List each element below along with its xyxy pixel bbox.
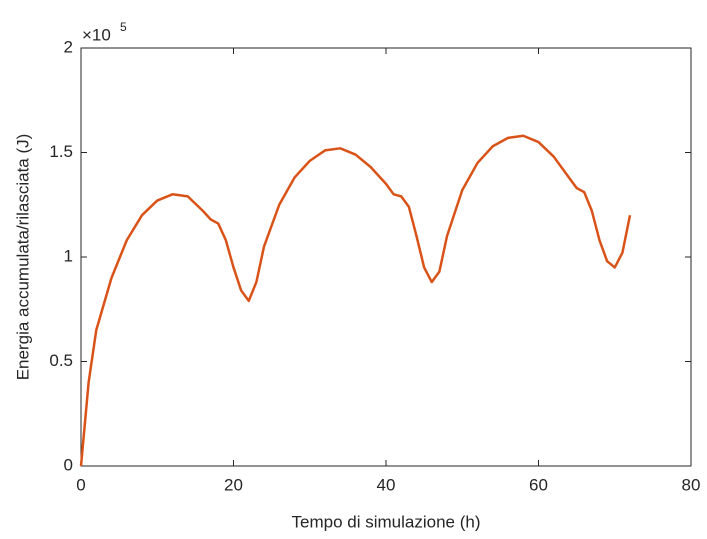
y-tick-label: 0 — [64, 455, 73, 474]
x-tick-label: 80 — [682, 475, 701, 494]
y-tick-label: 1 — [64, 246, 73, 265]
y-tick-label: 0.5 — [49, 351, 73, 370]
plot-frame — [80, 47, 692, 467]
x-axis-label: Tempo di simulazione (h) — [292, 512, 481, 531]
x-tick-label: 40 — [377, 475, 396, 494]
x-tick-label: 0 — [76, 475, 85, 494]
x-tick-label: 20 — [224, 475, 243, 494]
x-tick-label: 60 — [529, 475, 548, 494]
y-exponent-base: ×10 — [82, 25, 111, 44]
data-line — [79, 134, 632, 467]
y-tick-label: 2 — [64, 37, 73, 56]
y-tick-label: 1.5 — [49, 142, 73, 161]
y-exponent-power: 5 — [120, 20, 127, 34]
y-axis-label: Energia accumulata/rilasciata (J) — [13, 134, 32, 381]
